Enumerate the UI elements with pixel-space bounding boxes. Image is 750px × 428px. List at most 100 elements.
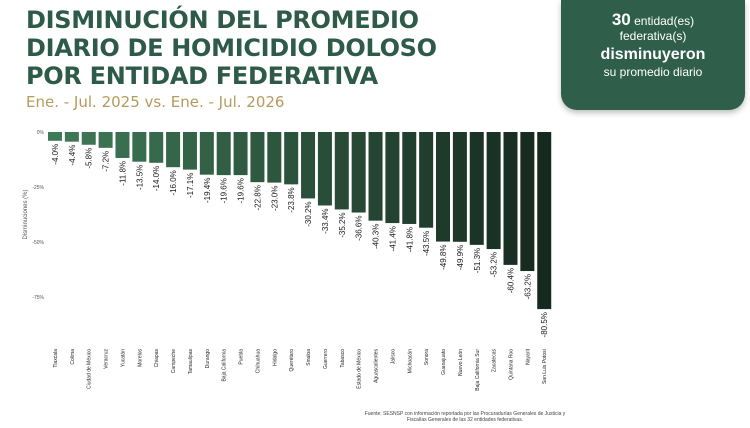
data-label: -19.4% (203, 178, 212, 203)
category-label: Ciudad de México (87, 349, 93, 389)
source-note: Fuente: SESNSP con información reportada… (364, 411, 566, 423)
data-label: -41.4% (388, 226, 397, 251)
bar (452, 132, 467, 242)
summary-card: 30 entidad(es) federativa(s) disminuyero… (561, 0, 745, 110)
summary-line-2: federativa(s) (619, 29, 687, 43)
data-label: -41.8% (405, 227, 414, 252)
bar (334, 132, 349, 210)
bar (166, 132, 181, 168)
bar (64, 132, 79, 142)
bar (385, 132, 400, 224)
category-label: Zacatecas (492, 349, 498, 373)
data-label: -49.9% (456, 245, 465, 270)
data-label: -22.8% (253, 185, 262, 210)
category-label: Quintana Roo (508, 349, 514, 380)
summary-count-suffix: entidad(es) (634, 14, 695, 28)
bar-chart: 0% -25% -50% -75% Disminuciones (%) -4.0% Tlax… (23, 130, 552, 391)
data-label: -14.0% (152, 166, 161, 191)
data-label: -33.4% (321, 208, 330, 233)
bar (469, 132, 484, 245)
data-label: -49.8% (439, 245, 448, 270)
category-label: Nuevo León (458, 349, 464, 376)
data-label: -11.8% (118, 161, 127, 186)
bar (520, 132, 535, 272)
data-label: -35.2% (338, 212, 347, 237)
title-line: DISMINUCIÓN DEL PROMEDIO (26, 6, 419, 34)
data-label: -19.6% (220, 178, 229, 203)
bar (284, 132, 299, 185)
data-label: -23.8% (287, 187, 296, 212)
summary-count: 30 (611, 10, 631, 29)
bar (368, 132, 383, 221)
data-label: -80.5% (540, 312, 549, 337)
category-label: Estado de México (357, 349, 363, 389)
category-label: Durango (205, 349, 211, 368)
bar (149, 132, 164, 163)
data-label: -16.0% (169, 170, 178, 195)
data-label: -19.6% (237, 178, 246, 203)
data-label: -7.2% (102, 151, 111, 172)
y-tick-label: -75% (32, 295, 44, 301)
bar (216, 132, 231, 176)
category-label: Chiapas (154, 349, 160, 368)
y-tick-label: -25% (32, 185, 44, 191)
bar (503, 132, 518, 265)
category-label: Campeche (171, 349, 177, 373)
bar (351, 132, 366, 213)
bar (250, 132, 265, 183)
category-label: Tamaulipas (188, 349, 194, 375)
y-tick-label: 0% (37, 130, 45, 136)
title-line: POR ENTIDAD FEDERATIVA (26, 62, 378, 90)
chart-subtitle: Ene. - Jul. 2025 vs. Ene. - Jul. 2026 (26, 93, 285, 111)
y-axis-label: Disminuciones (%) (23, 189, 29, 239)
category-label: Guanajuato (441, 349, 447, 375)
summary-line-1: 30 entidad(es) (561, 10, 745, 29)
category-label: Baja California Sur (475, 349, 481, 391)
bar (98, 132, 113, 148)
category-label: Yucatán (120, 349, 126, 367)
category-label: Aguascalientes (374, 349, 380, 383)
category-label: San Luis Potosí (542, 348, 548, 384)
bar (132, 132, 147, 162)
data-label: -30.2% (304, 201, 313, 226)
category-label: Jalisco (390, 349, 396, 365)
data-label: -4.0% (51, 144, 60, 165)
data-label: -51.3% (473, 248, 482, 273)
bar (317, 132, 332, 206)
data-label: -36.6% (355, 216, 364, 241)
bar (48, 132, 62, 141)
category-label: Nayarit (525, 348, 531, 364)
y-tick-label: -50% (32, 240, 44, 246)
bar (436, 132, 451, 242)
bar (402, 132, 417, 224)
summary-line-3: disminuyeron (600, 46, 706, 63)
category-label: Hidalgo (272, 349, 278, 366)
data-label: -17.1% (186, 173, 195, 198)
category-label: Sonora (424, 349, 430, 365)
bar (199, 132, 214, 175)
bar (115, 132, 130, 158)
bar (267, 132, 282, 183)
bar (301, 132, 316, 199)
category-label: Morelos (137, 349, 143, 367)
category-label: Guerrero (323, 349, 329, 369)
bar (81, 132, 96, 145)
data-label: -23.0% (270, 186, 279, 211)
data-label: -13.5% (135, 165, 144, 190)
bar (537, 132, 552, 310)
bar (419, 132, 434, 228)
category-label: Michoacán (407, 349, 413, 373)
bar (182, 132, 197, 170)
data-label: -60.4% (506, 268, 515, 293)
category-label: Baja California (222, 349, 228, 382)
summary-line-4: su promedio diario (603, 65, 703, 79)
chart-title: DISMINUCIÓN DEL PROMEDIO DIARIO DE HOMIC… (26, 6, 437, 90)
category-label: Puebla (239, 349, 245, 365)
data-label: -40.3% (372, 224, 381, 249)
category-label: Querétaro (289, 349, 295, 372)
data-label: -5.8% (85, 148, 94, 169)
category-label: Tabasco (340, 349, 346, 368)
bar (486, 132, 501, 250)
title-line: DIARIO DE HOMICIDIO DOLOSO (26, 34, 437, 62)
category-label: Colima (70, 349, 76, 365)
